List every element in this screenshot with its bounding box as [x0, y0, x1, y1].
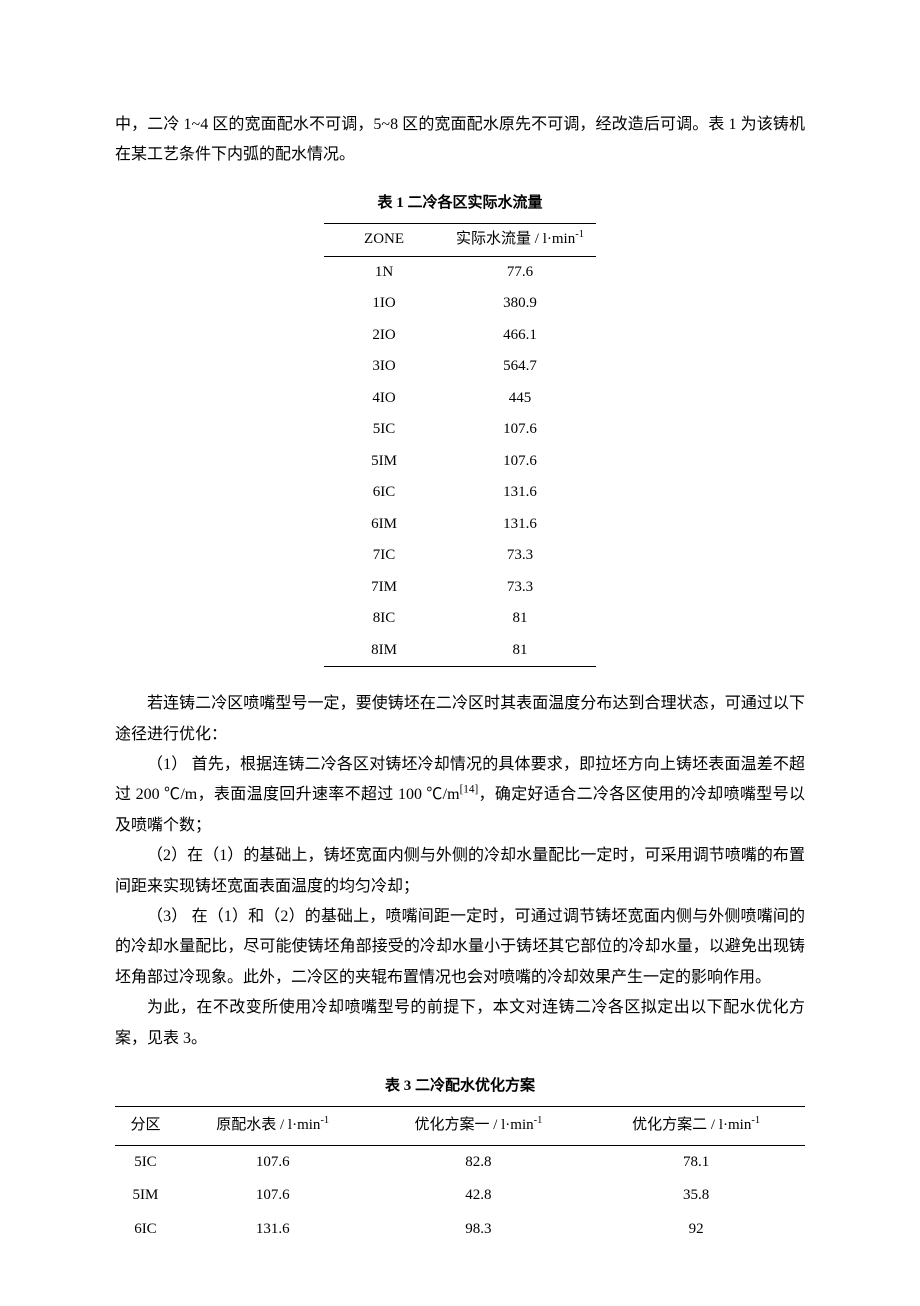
table-row: 7IC73.3	[324, 540, 596, 572]
cell-original: 107.6	[176, 1179, 370, 1213]
table3-col-zone: 分区	[115, 1107, 176, 1146]
cell-zone: 1IO	[324, 288, 444, 320]
cell-value: 445	[444, 383, 596, 415]
cell-zone: 5IC	[324, 414, 444, 446]
cell-value: 131.6	[444, 509, 596, 541]
table-row: 6IC131.6	[324, 477, 596, 509]
cell-value: 564.7	[444, 351, 596, 383]
table1-caption: 表 1 二冷各区实际水流量	[115, 189, 805, 218]
cell-plan1: 98.3	[370, 1213, 588, 1247]
cell-value: 73.3	[444, 572, 596, 604]
table-row: 8IC81	[324, 603, 596, 635]
table-row: 7IM73.3	[324, 572, 596, 604]
cell-value: 380.9	[444, 288, 596, 320]
cell-value: 131.6	[444, 477, 596, 509]
cell-zone: 3IO	[324, 351, 444, 383]
citation-14: [14]	[460, 784, 479, 796]
table-row: 5IC 107.6 82.8 78.1	[115, 1145, 805, 1179]
paragraph-item-3: （3） 在（1）和（2）的基础上，喷嘴间距一定时，可通过调节铸坯宽面内侧与外侧喷…	[115, 902, 805, 993]
cell-plan1: 82.8	[370, 1145, 588, 1179]
cell-value: 73.3	[444, 540, 596, 572]
table3-col-plan1: 优化方案一 / l·min-1	[370, 1107, 588, 1146]
cell-zone: 7IC	[324, 540, 444, 572]
cell-original: 107.6	[176, 1145, 370, 1179]
cell-plan2: 35.8	[587, 1179, 805, 1213]
table1: ZONE 实际水流量 / l·min-1 1N77.6 1IO380.9 2IO…	[324, 223, 596, 667]
table3-unit-sup-1: -1	[320, 1115, 329, 1126]
table3-unit-sup-3: -1	[751, 1115, 760, 1126]
table1-wrapper: ZONE 实际水流量 / l·min-1 1N77.6 1IO380.9 2IO…	[115, 223, 805, 667]
cell-zone: 5IM	[324, 446, 444, 478]
table3-col-plan2: 优化方案二 / l·min-1	[587, 1107, 805, 1146]
table-row: 1IO380.9	[324, 288, 596, 320]
table3-col-original: 原配水表 / l·min-1	[176, 1107, 370, 1146]
table3-caption: 表 3 二冷配水优化方案	[115, 1072, 805, 1101]
table-row: 5IM 107.6 42.8 35.8	[115, 1179, 805, 1213]
table3: 分区 原配水表 / l·min-1 优化方案一 / l·min-1 优化方案二 …	[115, 1106, 805, 1246]
table-row: 5IC107.6	[324, 414, 596, 446]
cell-value: 81	[444, 635, 596, 667]
cell-value: 107.6	[444, 446, 596, 478]
table-row: 1N77.6	[324, 256, 596, 288]
paragraph-item-1: （1） 首先，根据连铸二冷各区对铸坯冷却情况的具体要求，即拉坯方向上铸坯表面温差…	[115, 750, 805, 841]
cell-zone: 1N	[324, 256, 444, 288]
table1-header-row: ZONE 实际水流量 / l·min-1	[324, 224, 596, 257]
table-row: 5IM107.6	[324, 446, 596, 478]
cell-zone: 6IC	[115, 1213, 176, 1247]
table-row: 2IO466.1	[324, 320, 596, 352]
cell-zone: 4IO	[324, 383, 444, 415]
body-text: 若连铸二冷区喷嘴型号一定，要使铸坯在二冷区时其表面温度分布达到合理状态，可通过以…	[115, 689, 805, 1054]
table1-col-zone: ZONE	[324, 224, 444, 257]
cell-zone: 5IC	[115, 1145, 176, 1179]
table1-col-flow: 实际水流量 / l·min-1	[444, 224, 596, 257]
cell-plan1: 42.8	[370, 1179, 588, 1213]
cell-zone: 7IM	[324, 572, 444, 604]
cell-zone: 5IM	[115, 1179, 176, 1213]
table1-body: 1N77.6 1IO380.9 2IO466.1 3IO564.7 4IO445…	[324, 256, 596, 667]
cell-value: 81	[444, 603, 596, 635]
table-row: 8IM81	[324, 635, 596, 667]
cell-zone: 8IM	[324, 635, 444, 667]
cell-plan2: 92	[587, 1213, 805, 1247]
table1-unit-sup: -1	[575, 229, 584, 240]
table-row: 4IO445	[324, 383, 596, 415]
cell-zone: 6IC	[324, 477, 444, 509]
cell-value: 77.6	[444, 256, 596, 288]
paragraph-opt-intro: 若连铸二冷区喷嘴型号一定，要使铸坯在二冷区时其表面温度分布达到合理状态，可通过以…	[115, 689, 805, 750]
cell-original: 131.6	[176, 1213, 370, 1247]
cell-zone: 2IO	[324, 320, 444, 352]
table3-body: 5IC 107.6 82.8 78.1 5IM 107.6 42.8 35.8 …	[115, 1145, 805, 1246]
table3-unit-sup-2: -1	[534, 1115, 543, 1126]
intro-paragraph: 中，二冷 1~4 区的宽面配水不可调，5~8 区的宽面配水原先不可调，经改造后可…	[115, 110, 805, 171]
table3-col-plan2-label: 优化方案二 / l·min	[632, 1117, 751, 1133]
table-row: 6IM131.6	[324, 509, 596, 541]
table3-col-plan1-label: 优化方案一 / l·min	[414, 1117, 533, 1133]
table3-header-row: 分区 原配水表 / l·min-1 优化方案一 / l·min-1 优化方案二 …	[115, 1107, 805, 1146]
table3-col-original-label: 原配水表 / l·min	[216, 1117, 320, 1133]
cell-plan2: 78.1	[587, 1145, 805, 1179]
paragraph-item-2: （2）在（1）的基础上，铸坯宽面内侧与外侧的冷却水量配比一定时，可采用调节喷嘴的…	[115, 841, 805, 902]
paragraph-conclusion: 为此，在不改变所使用冷却喷嘴型号的前提下，本文对连铸二冷各区拟定出以下配水优化方…	[115, 993, 805, 1054]
table-row: 3IO564.7	[324, 351, 596, 383]
cell-zone: 6IM	[324, 509, 444, 541]
cell-value: 107.6	[444, 414, 596, 446]
cell-value: 466.1	[444, 320, 596, 352]
table1-col-flow-label: 实际水流量 / l·min	[456, 231, 575, 247]
cell-zone: 8IC	[324, 603, 444, 635]
table-row: 6IC 131.6 98.3 92	[115, 1213, 805, 1247]
